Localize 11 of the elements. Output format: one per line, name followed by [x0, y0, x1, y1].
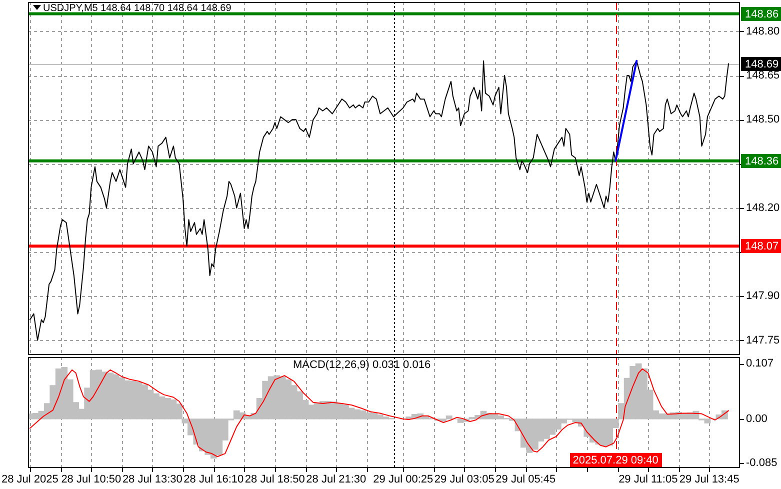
ref-line-label: 148.86: [745, 8, 779, 21]
y-tick-label: 148.80: [746, 25, 780, 38]
ref-line-label: 148.36: [745, 156, 779, 168]
y-tick-label: 148.50: [746, 114, 780, 126]
data-label: 148.69: [745, 58, 779, 71]
y-tick-label: 148.20: [746, 202, 780, 214]
y-tick-label: 147.90: [746, 290, 780, 302]
ref-line-label: 148.07: [745, 240, 779, 253]
chart-title: USDJPY,M5 148.64 148.70 148.64 148.69: [43, 3, 232, 14]
y-tick-label: 148.65: [746, 70, 780, 82]
y-tick-label: 147.75: [746, 334, 780, 346]
